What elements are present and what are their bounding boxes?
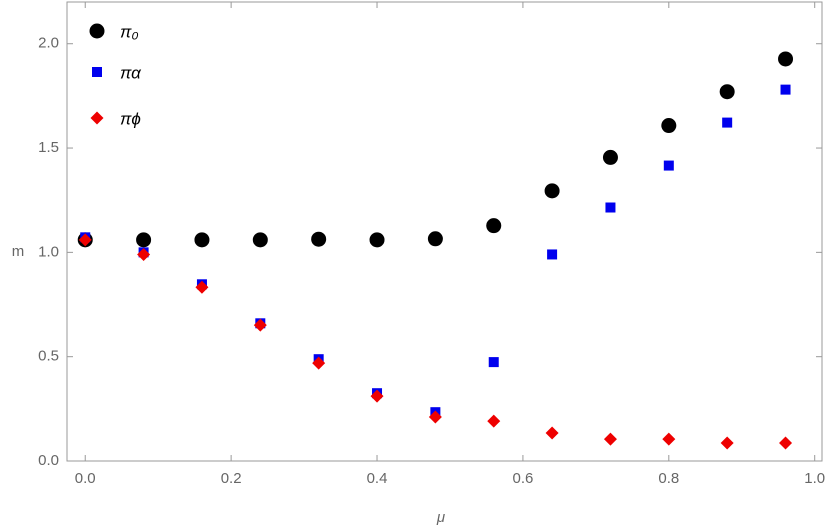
y-tick-label: 2.0 — [38, 35, 59, 52]
point — [719, 84, 735, 100]
point — [662, 432, 676, 446]
y-axis-label: m — [12, 243, 25, 260]
x-tick-label: 0.0 — [75, 470, 96, 487]
y-tick-label: 1.5 — [38, 139, 59, 156]
point — [194, 232, 210, 248]
point — [137, 247, 151, 261]
y-tick-label: 1.0 — [38, 243, 59, 260]
x-tick-label: 0.4 — [367, 470, 388, 487]
point — [253, 318, 267, 332]
point — [663, 160, 674, 171]
point — [779, 436, 793, 450]
point — [722, 117, 733, 128]
legend-label: π₀ — [120, 22, 139, 41]
legend-marker — [92, 67, 102, 77]
y-tick-label: 0.5 — [38, 348, 59, 365]
point — [78, 233, 92, 247]
legend-marker — [90, 111, 104, 125]
point — [486, 218, 502, 234]
plot-frame — [66, 1, 823, 462]
point — [312, 356, 326, 370]
point — [252, 232, 268, 248]
point — [602, 149, 618, 165]
y-tick-label: 0.0 — [38, 452, 59, 469]
x-tick-label: 1.0 — [804, 470, 825, 487]
legend-label: πα — [120, 63, 142, 82]
point — [488, 357, 499, 368]
point — [603, 432, 617, 446]
legend-label: πϕ — [120, 109, 141, 128]
point — [545, 426, 559, 440]
point — [428, 410, 442, 424]
point — [780, 84, 791, 95]
point — [661, 118, 677, 134]
point — [195, 280, 209, 294]
x-tick-label: 0.8 — [658, 470, 679, 487]
point — [369, 232, 385, 248]
point — [311, 231, 327, 247]
x-axis-label: μ — [436, 509, 445, 526]
point — [427, 231, 443, 247]
point — [605, 202, 616, 213]
point — [547, 249, 558, 260]
point — [720, 436, 734, 450]
point — [544, 183, 560, 199]
x-tick-label: 0.2 — [221, 470, 242, 487]
point — [370, 389, 384, 403]
point — [778, 51, 794, 67]
x-tick-label: 0.6 — [512, 470, 533, 487]
point — [487, 414, 501, 428]
point — [136, 232, 152, 248]
legend-marker — [89, 23, 105, 39]
